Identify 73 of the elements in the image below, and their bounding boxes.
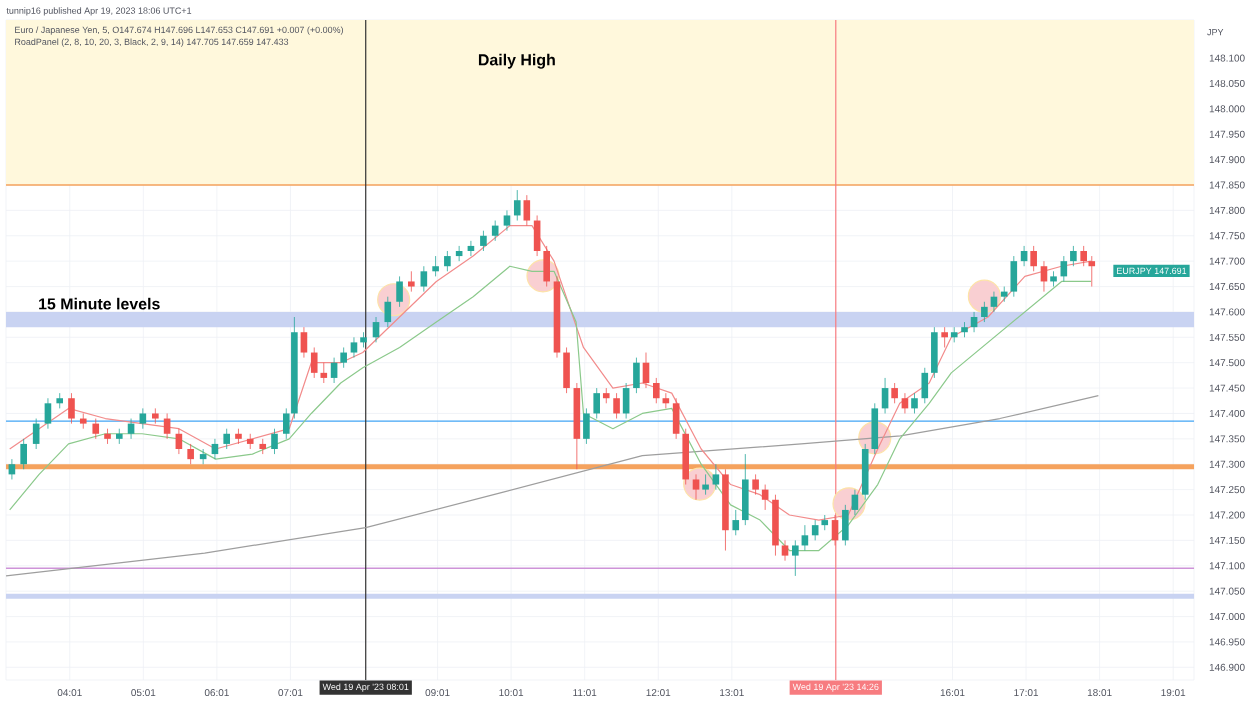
candlestick [761, 484, 769, 511]
candlestick [702, 473, 709, 496]
candlestick [772, 494, 779, 557]
candlestick [871, 402, 879, 455]
candlestick [32, 418, 40, 450]
candlestick [831, 514, 839, 546]
candlestick [911, 392, 918, 414]
candlestick [420, 265, 428, 293]
candlestick [732, 509, 740, 536]
candlestick [811, 519, 819, 541]
candlestick [8, 458, 16, 480]
candlestick [990, 291, 998, 313]
candlestick [223, 428, 230, 450]
candlestick [692, 473, 700, 501]
candlestick [861, 443, 869, 501]
candlestick [396, 275, 403, 308]
candlestick [672, 397, 680, 440]
candlestick [310, 347, 318, 379]
candlestick [187, 443, 194, 465]
candlestick [1050, 270, 1057, 287]
candlestick [127, 418, 135, 440]
candlestick [891, 382, 898, 404]
candlestick [781, 539, 789, 562]
candlestick [633, 357, 640, 394]
candlestick [20, 438, 27, 470]
candlestick [513, 189, 521, 221]
candlestick [583, 407, 590, 445]
candlestick [941, 326, 948, 348]
candlestick [543, 245, 550, 287]
candlestick [480, 230, 487, 252]
candlestick [282, 407, 290, 440]
candlestick [139, 407, 147, 430]
candlestick [444, 250, 451, 272]
candlestick [1010, 255, 1018, 298]
candlestick [801, 524, 809, 551]
candlestick [523, 194, 531, 227]
candlestick [350, 336, 358, 359]
candlestick [1030, 245, 1037, 272]
candlestick [408, 270, 415, 293]
candlestick [340, 347, 347, 369]
candlestick [1088, 255, 1096, 287]
candlestick [1080, 245, 1087, 267]
candlestick [682, 428, 690, 485]
candlestick [503, 209, 511, 232]
candlestick [563, 347, 570, 394]
candlestick [1020, 245, 1028, 267]
candlestick [981, 301, 988, 323]
candlestick [752, 473, 759, 496]
candlestick [320, 362, 328, 384]
candlestick [593, 387, 601, 419]
candlestick [613, 392, 620, 419]
candlestick [970, 311, 978, 333]
candlestick [44, 397, 52, 430]
candlestick [792, 539, 799, 577]
candlestick [432, 255, 439, 277]
candlestick [271, 428, 278, 455]
candlestick [68, 392, 75, 425]
candlestick [652, 377, 660, 404]
candlestick [384, 296, 392, 328]
candlestick [931, 326, 938, 379]
candlestick [741, 453, 749, 526]
candlestick [491, 220, 499, 242]
candlestick [921, 367, 929, 404]
candlestick [79, 413, 87, 430]
candlestick [300, 326, 308, 359]
candlestick [1070, 245, 1077, 267]
candlestick [642, 352, 650, 389]
candlestick [211, 438, 219, 460]
candlestick [901, 392, 909, 414]
line-series [6, 395, 1099, 577]
candlestick [92, 418, 100, 440]
candlestick [842, 504, 849, 546]
candlestick [712, 463, 720, 491]
